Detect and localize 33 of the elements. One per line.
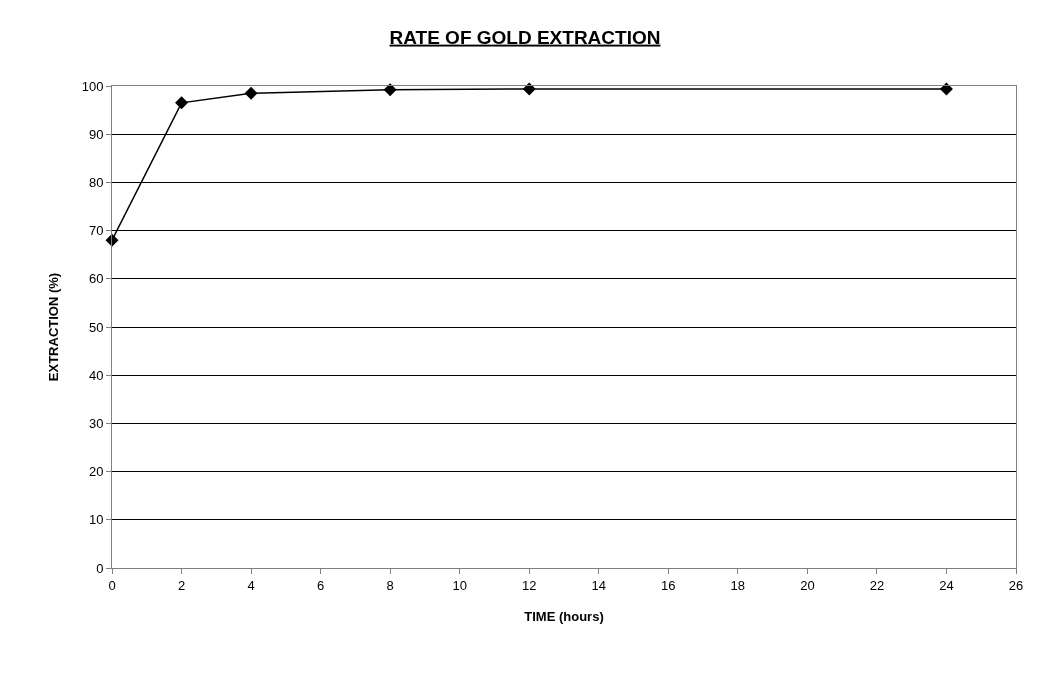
- y-tick-label: 70: [88, 223, 104, 239]
- y-tick-label: 50: [88, 319, 104, 335]
- y-tick-label: 40: [88, 367, 104, 383]
- x-tick-label: 24: [939, 577, 954, 593]
- y-tick-label: 60: [88, 271, 104, 287]
- x-tick-label: 22: [869, 577, 885, 593]
- x-tick-label: 0: [108, 577, 116, 593]
- point: [939, 82, 953, 96]
- point: [522, 82, 536, 96]
- y-tick-label: 80: [88, 174, 104, 190]
- chart-title: RATE OF GOLD EXTRACTION: [389, 26, 661, 48]
- y-tick-label: 30: [88, 415, 104, 431]
- x-tick-label: 8: [386, 577, 394, 593]
- x-tick-label: 20: [800, 577, 815, 593]
- x-tick-label: 6: [317, 577, 325, 593]
- y-tick-label: 10: [88, 512, 104, 528]
- x-tick-label: 18: [730, 577, 746, 593]
- x-tick-label: 12: [522, 577, 537, 593]
- y-tick-label: 90: [88, 126, 104, 142]
- point: [175, 96, 189, 110]
- x-tick-label: 10: [452, 577, 467, 593]
- x-tick-label: 4: [247, 577, 255, 593]
- y-tick-label: 20: [88, 464, 104, 480]
- x-axis-title: TIME (hours): [524, 609, 604, 625]
- x-tick-label: 2: [177, 577, 186, 593]
- point: [244, 86, 258, 100]
- y-axis-title: EXTRACTION (%): [45, 272, 61, 382]
- point: [383, 83, 397, 97]
- x-tick-label: 14: [591, 577, 606, 593]
- x-tick-label: 26: [1008, 577, 1024, 593]
- y-tick-label: 100: [81, 78, 104, 94]
- y-tick-label: 0: [96, 560, 104, 576]
- x-tick-label: 16: [661, 577, 676, 593]
